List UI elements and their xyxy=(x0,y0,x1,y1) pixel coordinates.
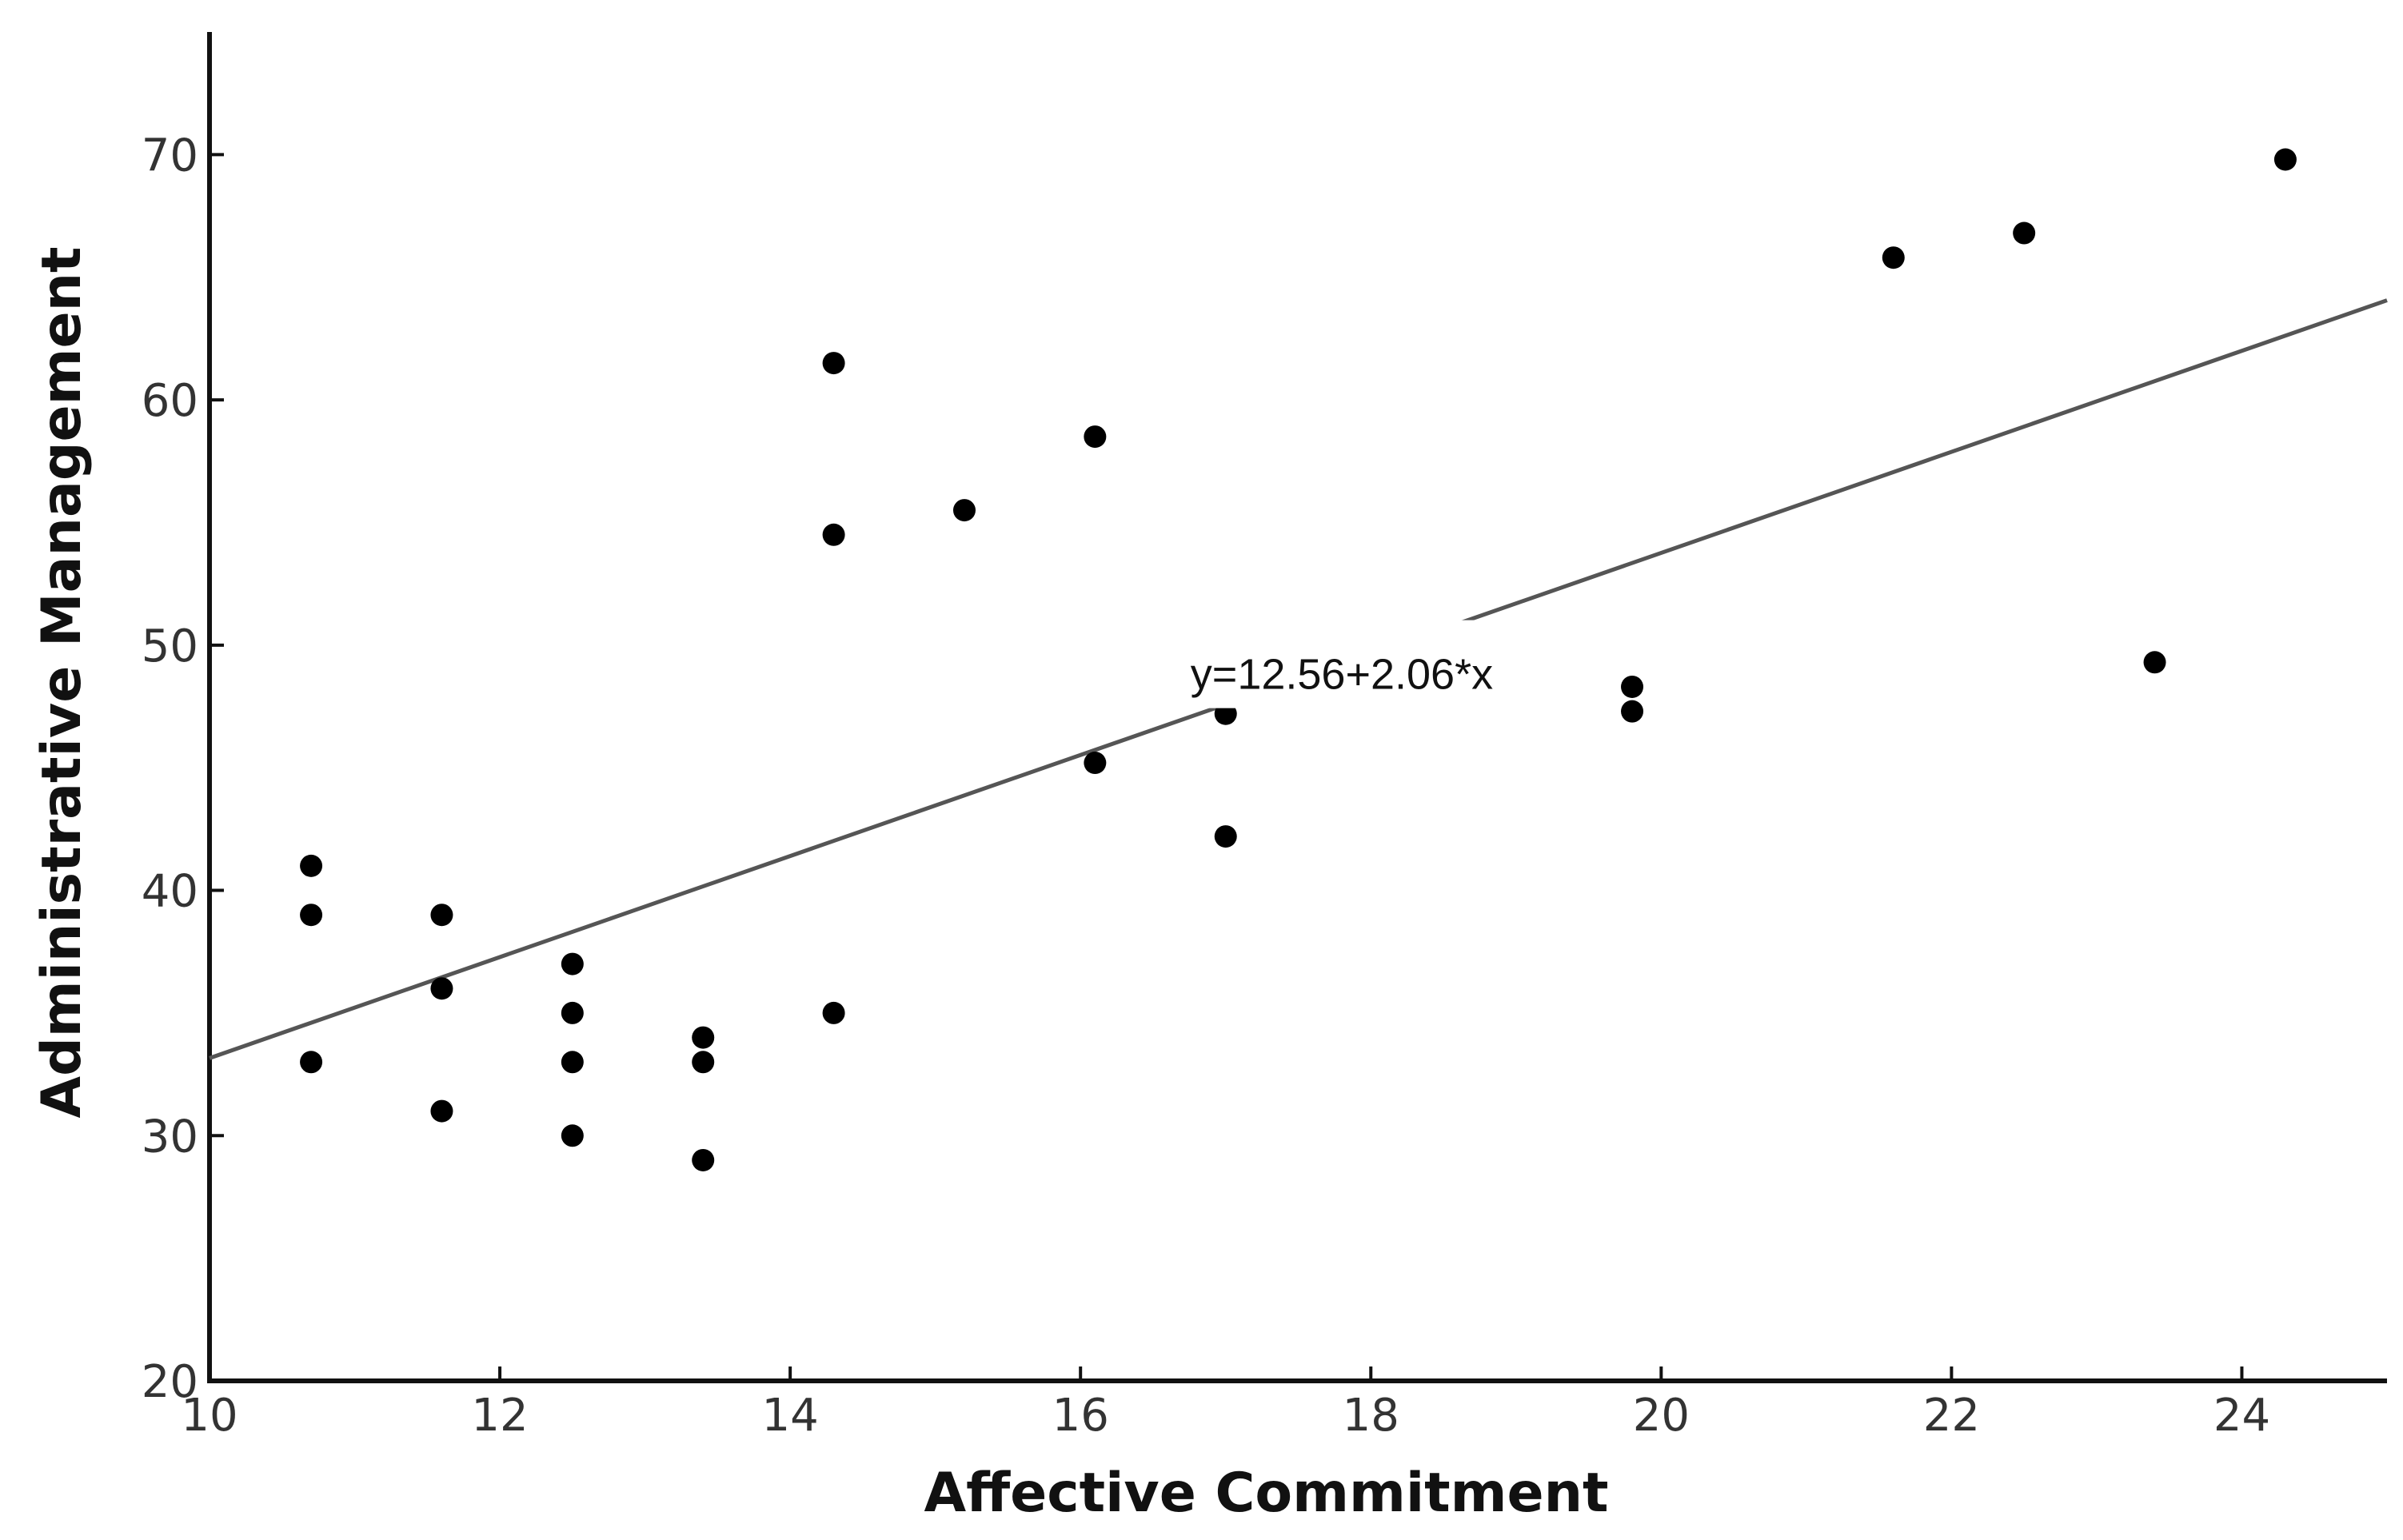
data-point xyxy=(692,1026,715,1049)
x-tick-label: 10 xyxy=(181,1390,238,1442)
data-points xyxy=(300,148,2297,1171)
data-point xyxy=(300,904,323,927)
data-point xyxy=(822,523,845,546)
y-tick-label: 60 xyxy=(142,375,198,427)
x-tick-label: 20 xyxy=(1633,1390,1690,1442)
equation-label-background xyxy=(1125,620,1558,708)
data-point xyxy=(430,1099,453,1123)
equation-label-group: y=12.56+2.06*x xyxy=(1125,620,1558,708)
data-point xyxy=(1084,425,1107,449)
data-point xyxy=(1214,702,1237,725)
data-point xyxy=(1084,752,1107,775)
y-tick-label: 30 xyxy=(142,1111,198,1163)
x-tick-label: 22 xyxy=(1923,1390,1980,1442)
data-point xyxy=(952,499,976,522)
y-tick-label: 50 xyxy=(142,620,198,672)
data-point xyxy=(2013,221,2036,245)
data-point xyxy=(1882,246,1905,269)
data-point xyxy=(1214,825,1237,848)
data-point xyxy=(561,1124,584,1147)
data-point xyxy=(561,952,584,975)
x-tick-label: 24 xyxy=(2213,1390,2270,1442)
x-axis-title: Affective Commitment xyxy=(924,1462,1608,1525)
data-point xyxy=(1621,675,1644,698)
y-tick-label: 40 xyxy=(142,866,198,918)
data-point xyxy=(822,1001,845,1024)
data-point xyxy=(561,1051,584,1074)
data-point xyxy=(300,1051,323,1074)
y-axis-title: Administrative Management xyxy=(30,246,94,1118)
y-tick-label: 20 xyxy=(142,1356,198,1408)
x-tick-label: 18 xyxy=(1343,1390,1399,1442)
data-point xyxy=(1621,700,1644,723)
x-tick-label: 14 xyxy=(762,1390,819,1442)
data-point xyxy=(2273,148,2297,171)
x-tick-label: 16 xyxy=(1052,1390,1109,1442)
ticks: 10 12 14 16 18 20 22 24 20 30 40 50 60 70 xyxy=(142,130,2270,1442)
data-point xyxy=(300,854,323,877)
data-point xyxy=(822,352,845,375)
equation-label: y=12.56+2.06*x xyxy=(1191,651,1493,699)
data-point xyxy=(561,1001,584,1024)
data-point xyxy=(430,977,453,1000)
data-point xyxy=(692,1051,715,1074)
axes xyxy=(207,32,2387,1383)
data-point xyxy=(2143,651,2166,674)
data-point xyxy=(692,1148,715,1171)
data-point xyxy=(430,904,453,927)
y-tick-label: 70 xyxy=(142,130,198,182)
x-tick-label: 12 xyxy=(471,1390,528,1442)
